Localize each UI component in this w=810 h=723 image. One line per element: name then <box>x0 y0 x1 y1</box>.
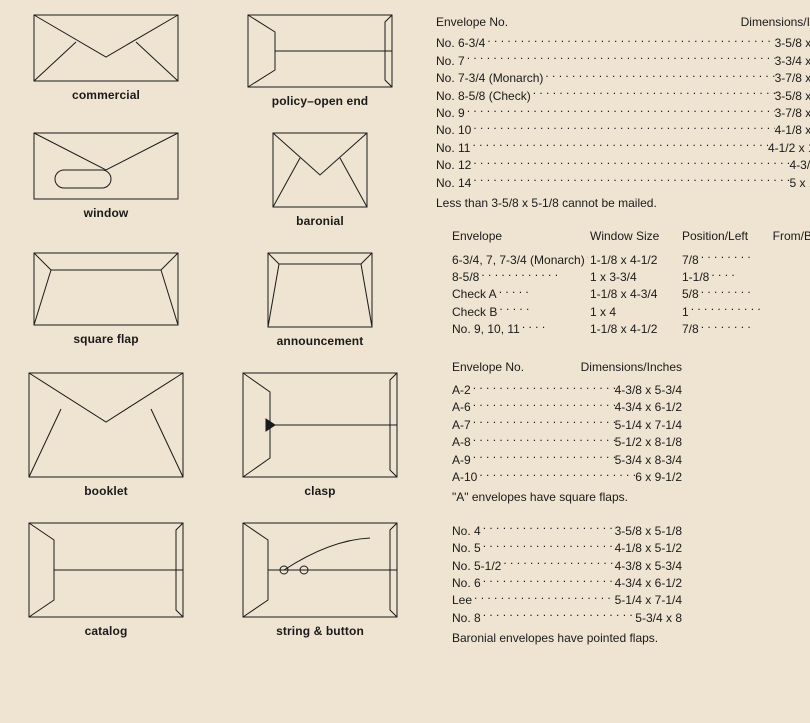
caption-commercial: commercial <box>18 88 194 102</box>
leader-dots <box>471 157 789 169</box>
diagrams-column: commercial policy–open end window baronial s… <box>18 12 408 648</box>
s3-noteA: "A" envelopes have square flaps. <box>452 489 682 506</box>
table-row: No. 14 5 x 11-1/2 <box>436 175 810 192</box>
tables-column: Envelope No. Dimensions/Inches No. 6-3/4… <box>436 12 810 648</box>
row-label: No. 6-3/4 <box>436 35 485 52</box>
window-size-section: Envelope Window Size Position/Left From/… <box>452 228 810 338</box>
table-row: Check B 1 x 4 1 3/4 <box>452 304 810 321</box>
table-row: No. 6-3/4 3-5/8 x 6-1/2 <box>436 35 810 52</box>
row-value: 3-7/8 x 8-7/8 <box>775 105 810 122</box>
leader-dots <box>531 88 775 100</box>
envelope-squareflap: square flap <box>18 250 194 348</box>
leader-dots <box>543 70 774 82</box>
envelope-policy: policy–open end <box>232 12 408 108</box>
table-row: No. 4 3-5/8 x 5-1/8 <box>452 523 682 540</box>
leader-dots <box>465 105 775 117</box>
leader-dots <box>470 140 767 152</box>
table-row: A-7 5-1/4 x 7-1/4 <box>452 417 682 434</box>
row-label: No. 10 <box>436 122 471 139</box>
caption-stringbutton: string & button <box>232 624 408 638</box>
caption-policy: policy–open end <box>232 94 408 108</box>
table-row: No. 9, 10, 11 1-1/8 x 4-1/2 7/8 1/2 <box>452 321 810 338</box>
table-row: A-10 6 x 9-1/2 <box>452 469 682 486</box>
row-value: 4-1/8 x 9-1/2 <box>775 122 810 139</box>
table-row: No. 8-5/8 (Check) 3-5/8 x 8-5/8 <box>436 88 810 105</box>
row-label: No. 11 <box>436 140 470 157</box>
row-value: 3-7/8 x 7-1/2 <box>775 70 810 87</box>
table-row: A-2 4-3/8 x 5-3/4 <box>452 382 682 399</box>
envelope-commercial: commercial <box>18 12 194 108</box>
table-row: Lee 5-1/4 x 7-1/4 <box>452 592 682 609</box>
table-row: No. 11 4-1/2 x 10-3/8 <box>436 140 810 157</box>
a-baronial-section: Envelope No. Dimensions/Inches A-2 4-3/8… <box>452 359 682 648</box>
envelope-dims-section: Envelope No. Dimensions/Inches No. 6-3/4… <box>436 14 810 212</box>
envelope-window: window <box>18 130 194 228</box>
row-value: 3-5/8 x 8-5/8 <box>775 88 810 105</box>
table-row: No. 12 4-3/4 x 11 <box>436 157 810 174</box>
row-label: No. 7 <box>436 53 465 70</box>
s2-h3: From/Bottom <box>768 228 810 245</box>
row-value: 3-3/4 x 6-3/4 <box>775 53 810 70</box>
table-row: A-9 5-3/4 x 8-3/4 <box>452 452 682 469</box>
caption-baronial: baronial <box>232 214 408 228</box>
row-label: No. 7-3/4 (Monarch) <box>436 70 543 87</box>
table-row: No. 5 4-1/8 x 5-1/2 <box>452 540 682 557</box>
row-label: No. 12 <box>436 157 471 174</box>
table-row: Check A 1-1/8 x 4-3/4 5/8 13/16 <box>452 286 810 303</box>
table-row: A-8 5-1/2 x 8-1/8 <box>452 434 682 451</box>
row-label: No. 14 <box>436 175 471 192</box>
table-row: No. 10 4-1/8 x 9-1/2 <box>436 122 810 139</box>
s3-noteB: Baronial envelopes have pointed flaps. <box>452 630 682 647</box>
s2-h0: Envelope <box>452 228 588 245</box>
s1-note: Less than 3-5/8 x 5-1/8 cannot be mailed… <box>436 195 810 212</box>
row-value: 4-1/2 x 10-3/8 <box>768 140 810 157</box>
table-row: No. 7 3-3/4 x 6-3/4 <box>436 53 810 70</box>
envelope-baronial: baronial <box>232 130 408 228</box>
row-value: 5 x 11-1/2 <box>790 175 810 192</box>
leader-dots <box>471 122 774 134</box>
table-row: No. 7-3/4 (Monarch) 3-7/8 x 7-1/2 <box>436 70 810 87</box>
caption-window: window <box>18 206 194 220</box>
table-row: A-6 4-3/4 x 6-1/2 <box>452 399 682 416</box>
page-layout: commercial policy–open end window baronial s… <box>18 12 792 648</box>
envelope-catalog: catalog <box>18 520 194 638</box>
row-label: No. 8-5/8 (Check) <box>436 88 531 105</box>
s2-h1: Window Size <box>590 228 680 245</box>
envelope-booklet: booklet <box>18 370 194 498</box>
table-row: No. 8 5-3/4 x 8 <box>452 610 682 627</box>
table-row: 8-5/8 1 x 3-3/4 1-1/8 3/4 <box>452 269 810 286</box>
caption-announcement: announcement <box>232 334 408 348</box>
caption-clasp: clasp <box>232 484 408 498</box>
leader-dots <box>465 53 775 65</box>
s1-header-right: Dimensions/Inches <box>741 14 810 31</box>
caption-catalog: catalog <box>18 624 194 638</box>
row-value: 3-5/8 x 6-1/2 <box>775 35 810 52</box>
leader-dots <box>485 35 774 47</box>
table-row: No. 9 3-7/8 x 8-7/8 <box>436 105 810 122</box>
envelope-announcement: announcement <box>232 250 408 348</box>
caption-booklet: booklet <box>18 484 194 498</box>
envelope-clasp: clasp <box>232 370 408 498</box>
envelope-stringbutton: string & button <box>232 520 408 638</box>
table-row: No. 6 4-3/4 x 6-1/2 <box>452 575 682 592</box>
s1-header-left: Envelope No. <box>436 14 508 31</box>
row-value: 4-3/4 x 11 <box>790 157 810 174</box>
s3-header-right: Dimensions/Inches <box>581 359 682 376</box>
row-label: No. 9 <box>436 105 465 122</box>
table-row: No. 5-1/2 4-3/8 x 5-3/4 <box>452 558 682 575</box>
leader-dots <box>471 175 789 187</box>
caption-squareflap: square flap <box>18 332 194 346</box>
s2-h2: Position/Left <box>682 228 766 245</box>
s3-header-left: Envelope No. <box>452 359 524 376</box>
table-row: 6-3/4, 7, 7-3/4 (Monarch) 1-1/8 x 4-1/2 … <box>452 252 810 269</box>
